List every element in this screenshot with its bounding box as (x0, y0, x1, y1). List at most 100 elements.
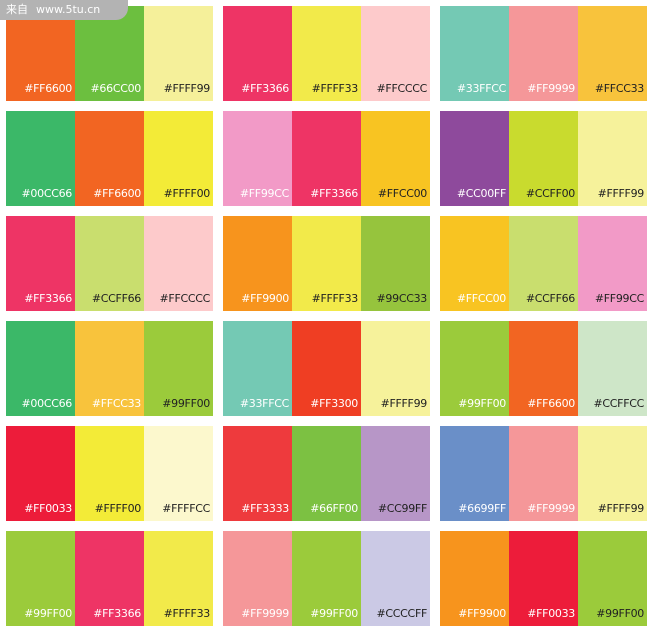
color-swatch: #FFCC00 (361, 111, 430, 206)
swatch-hex-label: #FFFF99 (597, 502, 645, 515)
swatch-hex-label: #6699FF (458, 502, 506, 515)
color-swatch: #FFFF99 (144, 6, 213, 101)
color-swatch: #FFFF33 (292, 216, 361, 311)
color-swatch: #FF0033 (6, 426, 75, 521)
color-swatch: #CCFF66 (509, 216, 578, 311)
color-swatch: #CCCCFF (361, 531, 430, 626)
swatch-hex-label: #FF3366 (93, 607, 141, 620)
swatch-hex-label: #FF3366 (241, 82, 289, 95)
color-palette: #33FFCC #FF9999 #FFCC33 (440, 6, 647, 101)
color-palette: #FF3333 #66FF00 #CC99FF (223, 426, 430, 521)
color-swatch: #FFFF33 (292, 6, 361, 101)
swatch-hex-label: #FFFF99 (380, 397, 428, 410)
color-palette: #00CC66 #FFCC33 #99FF00 (6, 321, 213, 416)
color-swatch: #FF3300 (292, 321, 361, 416)
color-swatch: #FF99CC (223, 111, 292, 206)
swatch-hex-label: #FF99CC (239, 187, 289, 200)
color-swatch: #99FF00 (578, 531, 647, 626)
color-palette: #FF99CC #FF3366 #FFCC00 (223, 111, 430, 206)
swatch-hex-label: #FFFF33 (311, 82, 359, 95)
color-palette: #FFCC00 #CCFF66 #FF99CC (440, 216, 647, 311)
swatch-hex-label: #FF3300 (310, 397, 358, 410)
swatch-hex-label: #FF9999 (527, 82, 575, 95)
color-palette: #6699FF #FF9999 #FFFF99 (440, 426, 647, 521)
site-watermark: 来自 www.5tu.cn (0, 0, 128, 20)
color-palette: #33FFCC #FF3300 #FFFF99 (223, 321, 430, 416)
color-palette: #FF6600 #66CC00 #FFFF99 (6, 6, 213, 101)
swatch-hex-label: #FF3333 (241, 502, 289, 515)
color-palette: #FF3366 #FFFF33 #FFCCCC (223, 6, 430, 101)
swatch-hex-label: #FFFFCC (162, 502, 210, 515)
swatch-hex-label: #FF9900 (458, 607, 506, 620)
color-palette: #FF3366 #CCFF66 #FFCCCC (6, 216, 213, 311)
color-swatch: #CCFF00 (509, 111, 578, 206)
color-swatch: #99FF00 (292, 531, 361, 626)
color-swatch: #FF6600 (75, 111, 144, 206)
swatch-hex-label: #FFFF99 (597, 187, 645, 200)
swatch-hex-label: #33FFCC (456, 82, 506, 95)
swatch-hex-label: #99FF00 (24, 607, 72, 620)
watermark-prefix: 来自 (6, 3, 28, 16)
swatch-hex-label: #FFFF33 (311, 292, 359, 305)
color-swatch: #FF0033 (509, 531, 578, 626)
color-swatch: #66CC00 (75, 6, 144, 101)
color-swatch: #FFFFCC (144, 426, 213, 521)
swatch-hex-label: #CCFF00 (525, 187, 575, 200)
color-swatch: #6699FF (440, 426, 509, 521)
swatch-hex-label: #CCFF66 (525, 292, 575, 305)
color-swatch: #FF3366 (6, 216, 75, 311)
color-swatch: #99FF00 (6, 531, 75, 626)
color-swatch: #FF6600 (6, 6, 75, 101)
swatch-hex-label: #FF6600 (527, 397, 575, 410)
swatch-hex-label: #99FF00 (310, 607, 358, 620)
color-swatch: #FFFF99 (578, 426, 647, 521)
color-swatch: #00CC66 (6, 111, 75, 206)
color-swatch: #FF3333 (223, 426, 292, 521)
swatch-hex-label: #33FFCC (239, 397, 289, 410)
swatch-hex-label: #FFFF33 (163, 607, 211, 620)
color-swatch: #FFCC33 (75, 321, 144, 416)
color-swatch: #33FFCC (223, 321, 292, 416)
swatch-hex-label: #FFFF00 (94, 502, 142, 515)
swatch-hex-label: #FF6600 (93, 187, 141, 200)
swatch-hex-label: #66CC00 (90, 82, 142, 95)
swatch-hex-label: #FFFF00 (163, 187, 211, 200)
color-palette: #CC00FF #CCFF00 #FFFF99 (440, 111, 647, 206)
swatch-hex-label: #FFCC33 (594, 82, 644, 95)
color-swatch: #FF3366 (223, 6, 292, 101)
color-palette: #FF9900 #FFFF33 #99CC33 (223, 216, 430, 311)
swatch-hex-label: #99CC33 (376, 292, 428, 305)
swatch-hex-label: #99FF00 (162, 397, 210, 410)
color-palette-grid: #FF6600 #66CC00 #FFFF99 #FF3366 #FFFF33 #FFCC… (6, 6, 647, 626)
swatch-hex-label: #FFCC00 (377, 187, 427, 200)
color-swatch: #66FF00 (292, 426, 361, 521)
swatch-hex-label: #FF3366 (310, 187, 358, 200)
color-swatch: #FFFF00 (75, 426, 144, 521)
color-swatch: #FF9999 (509, 426, 578, 521)
swatch-hex-label: #FFCC00 (456, 292, 506, 305)
color-palette: #00CC66 #FF6600 #FFFF00 (6, 111, 213, 206)
swatch-hex-label: #00CC66 (21, 397, 73, 410)
swatch-hex-label: #FFCCCC (376, 82, 428, 95)
swatch-hex-label: #99FF00 (596, 607, 644, 620)
swatch-hex-label: #FF9999 (527, 502, 575, 515)
color-swatch: #FFCCCC (144, 216, 213, 311)
color-swatch: #99CC33 (361, 216, 430, 311)
color-palette: #99FF00 #FF6600 #CCFFCC (440, 321, 647, 416)
color-swatch: #FF6600 (509, 321, 578, 416)
color-swatch: #CCFF66 (75, 216, 144, 311)
swatch-hex-label: #CCCCFF (376, 607, 428, 620)
swatch-hex-label: #CCFF66 (91, 292, 141, 305)
color-swatch: #CC00FF (440, 111, 509, 206)
swatch-hex-label: #FF6600 (24, 82, 72, 95)
swatch-hex-label: #CC00FF (456, 187, 506, 200)
color-swatch: #33FFCC (440, 6, 509, 101)
color-swatch: #FF9900 (223, 216, 292, 311)
swatch-hex-label: #FFCC33 (91, 397, 141, 410)
color-swatch: #FF99CC (578, 216, 647, 311)
swatch-hex-label: #CC99FF (377, 502, 427, 515)
swatch-hex-label: #66FF00 (310, 502, 358, 515)
color-palette: #FF0033 #FFFF00 #FFFFCC (6, 426, 213, 521)
color-palette: #99FF00 #FF3366 #FFFF33 (6, 531, 213, 626)
color-swatch: #CCFFCC (578, 321, 647, 416)
